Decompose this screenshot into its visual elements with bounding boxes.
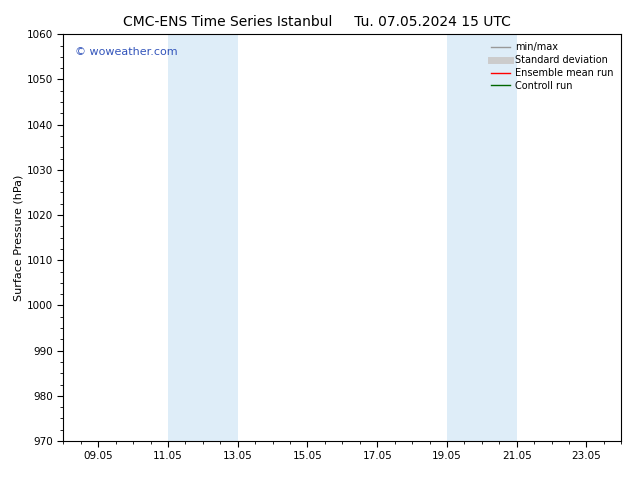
- Text: CMC-ENS Time Series Istanbul     Tu. 07.05.2024 15 UTC: CMC-ENS Time Series Istanbul Tu. 07.05.2…: [123, 15, 511, 29]
- Text: © woweather.com: © woweather.com: [75, 47, 177, 56]
- Legend: min/max, Standard deviation, Ensemble mean run, Controll run: min/max, Standard deviation, Ensemble me…: [488, 39, 616, 94]
- Bar: [447, 34, 482, 441]
- Bar: [482, 34, 517, 441]
- Bar: [203, 34, 238, 441]
- Bar: [168, 34, 203, 441]
- Y-axis label: Surface Pressure (hPa): Surface Pressure (hPa): [14, 174, 24, 301]
